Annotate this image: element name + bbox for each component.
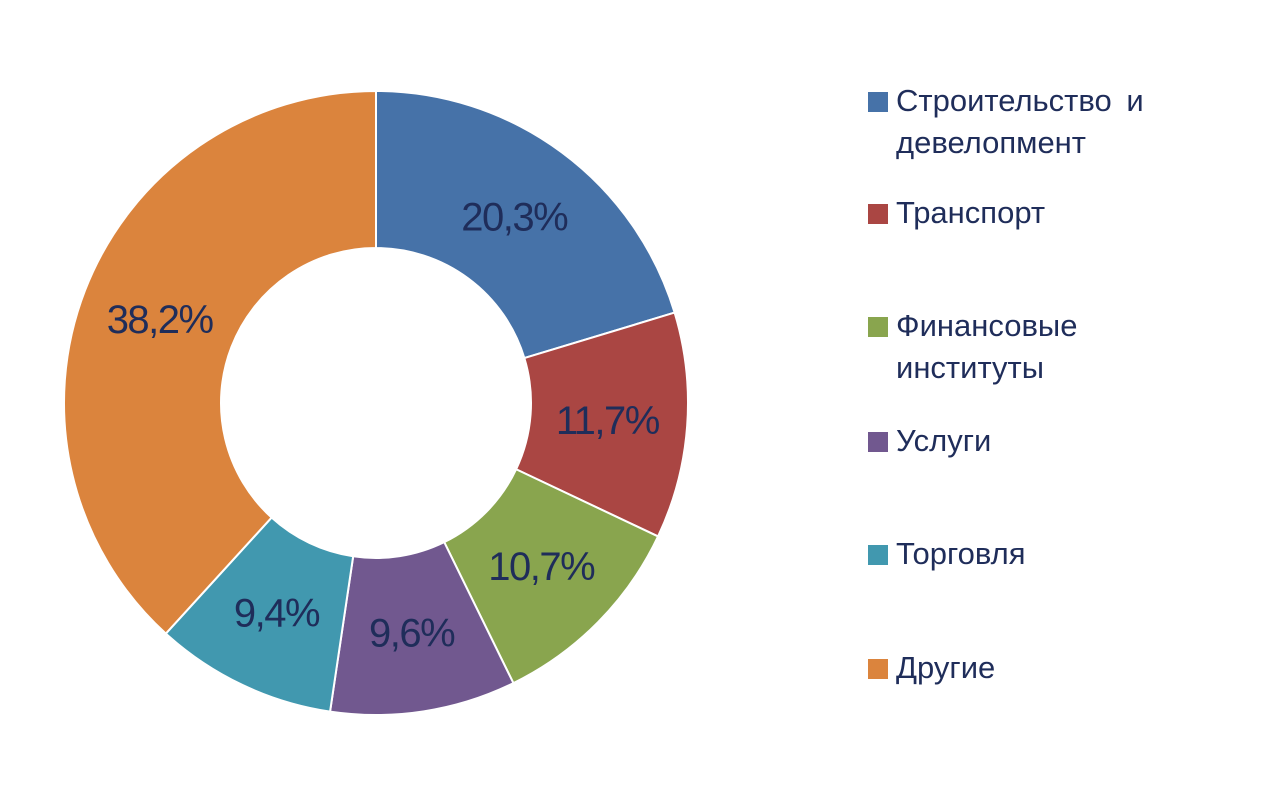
slice-label-trade: 9,4%: [234, 592, 320, 636]
legend-item-transport: Транспорт: [868, 192, 1236, 234]
legend-swatch: [868, 92, 888, 112]
legend-label: Транспорт: [896, 195, 1046, 230]
legend-item-services: Услуги: [868, 420, 1236, 462]
slice-label-services: 9,6%: [369, 611, 455, 655]
legend-swatch: [868, 545, 888, 565]
legend-item-construction: Строительство и девелопмент: [868, 80, 1236, 164]
legend-swatch: [868, 317, 888, 337]
slice-label-financial: 10,7%: [488, 545, 595, 589]
legend-item-financial: Финансовые институты: [868, 305, 1236, 389]
legend-label: Другие: [896, 650, 996, 685]
legend-label: Услуги: [896, 423, 992, 458]
slice-other: [63, 89, 377, 636]
legend-label: Строительство и девелопмент: [896, 83, 1144, 160]
legend-swatch: [868, 432, 888, 452]
legend-swatch: [868, 659, 888, 679]
legend-item-other: Другие: [868, 647, 1236, 689]
slice-label-other: 38,2%: [107, 298, 214, 342]
legend-label: Финансовые институты: [896, 308, 1078, 385]
slice-label-construction: 20,3%: [461, 196, 568, 240]
legend-swatch: [868, 204, 888, 224]
chart-legend: Строительство и девелопмент Транспорт Фи…: [868, 0, 1268, 800]
slice-construction: [375, 89, 676, 360]
slice-transport: [514, 311, 689, 538]
legend-item-trade: Торговля: [868, 533, 1236, 575]
legend-label: Торговля: [896, 536, 1026, 571]
slice-label-transport: 11,7%: [556, 399, 660, 443]
donut-chart: 20,3% 11,7% 10,7% 9,6% 9,4% 38,2%: [63, 89, 689, 716]
